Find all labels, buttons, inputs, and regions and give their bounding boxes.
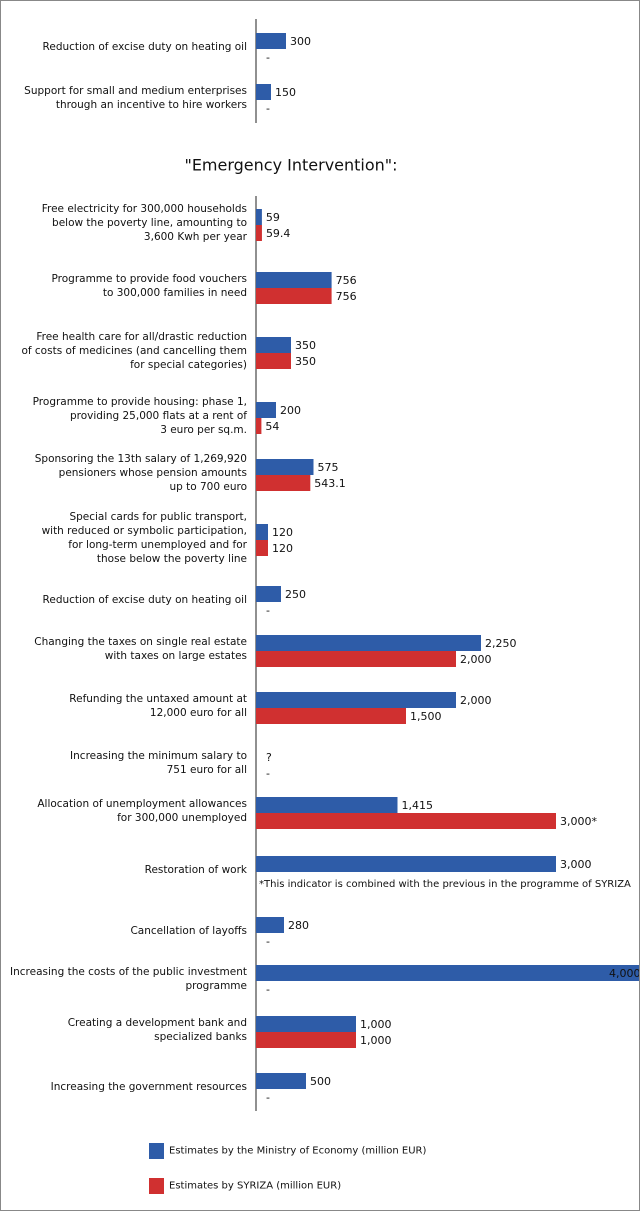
value-label: 500 [310,1075,331,1088]
value-label: 54 [265,420,279,433]
value-label: - [266,102,270,115]
value-label: 3,000 [560,858,592,871]
bar [256,209,262,225]
category-label: Sponsoring the 13th salary of 1,269,920 … [34,453,247,493]
value-label: - [266,1091,270,1104]
footnote: *This indicator is combined with the pre… [259,879,631,890]
value-label: 756 [336,290,357,303]
category-label: Reduction of excise duty on heating oil [42,594,247,606]
bar [256,856,556,872]
bar [256,651,456,667]
value-label: 2,000 [460,653,492,666]
value-label: 1,000 [360,1018,392,1031]
value-label: 120 [272,526,293,539]
value-label: - [266,935,270,948]
value-label: - [266,767,270,780]
bar [256,692,456,708]
bar [256,84,271,100]
value-label: 3,000* [560,815,597,828]
bar [256,475,311,491]
category-label: Refunding the untaxed amount at 12,000 e… [69,693,247,719]
bar [256,586,281,602]
category-label: Increasing the costs of the public inves… [10,966,247,992]
value-label: 2,250 [485,637,517,650]
value-label: - [266,51,270,64]
category-label: Creating a development bank and speciali… [67,1017,247,1043]
bar [256,1016,356,1032]
bar [256,272,332,288]
bar [256,33,286,49]
legend-swatch [149,1178,164,1194]
bar [256,965,639,981]
legend-swatch [149,1143,164,1159]
category-label: Increasing the government resources [50,1081,247,1093]
value-label: 1,000 [360,1034,392,1047]
value-label: 575 [318,461,339,474]
bar [256,337,291,353]
value-label: 543.1 [314,477,346,490]
category-label: Programme to provide housing: phase 1, p… [32,396,247,436]
value-label: 150 [275,86,296,99]
category-label: Special cards for public transport, with… [41,511,247,565]
bar [256,813,556,829]
category-label: Increasing the minimum salary to 751 eur… [70,750,247,776]
value-label: 4,000 [609,967,640,980]
bar [256,418,262,434]
bar [256,402,276,418]
category-label: Reduction of excise duty on heating oil [42,41,247,53]
category-label: Allocation of unemployment allowances fo… [37,798,247,824]
bar [256,1073,306,1089]
bar [256,288,332,304]
value-label: - [266,604,270,617]
legend-label: Estimates by SYRIZA (million EUR) [169,1180,342,1192]
value-label: 59.4 [266,227,291,240]
bar [256,459,314,475]
value-label: 120 [272,542,293,555]
bar [256,540,268,556]
bar [256,797,398,813]
section-title: "Emergency Intervention": [184,156,397,175]
bar [256,708,406,724]
value-label: 59 [266,211,280,224]
value-label: 250 [285,588,306,601]
category-label: Free electricity for 300,000 households … [41,203,247,243]
value-label: 1,415 [402,799,434,812]
category-label: Cancellation of layoffs [130,925,247,937]
category-label: Changing the taxes on single real estate… [34,636,247,662]
category-label: Free health care for all/drastic reducti… [21,331,247,371]
value-label: 350 [295,355,316,368]
value-label: - [266,983,270,996]
value-label: ? [266,751,272,764]
category-label: Restoration of work [144,864,247,876]
value-label: 1,500 [410,710,442,723]
bar [256,635,481,651]
value-label: 200 [280,404,301,417]
value-label: 350 [295,339,316,352]
category-label: Support for small and medium enterprises… [24,85,247,111]
value-label: 756 [336,274,357,287]
value-label: 300 [290,35,311,48]
bar [256,524,268,540]
value-label: 280 [288,919,309,932]
value-label: 2,000 [460,694,492,707]
category-label: Programme to provide food vouchers to 30… [51,273,248,299]
bar [256,353,291,369]
bar [256,225,262,241]
bar [256,1032,356,1048]
legend-label: Estimates by the Ministry of Economy (mi… [169,1145,427,1157]
bar [256,917,284,933]
